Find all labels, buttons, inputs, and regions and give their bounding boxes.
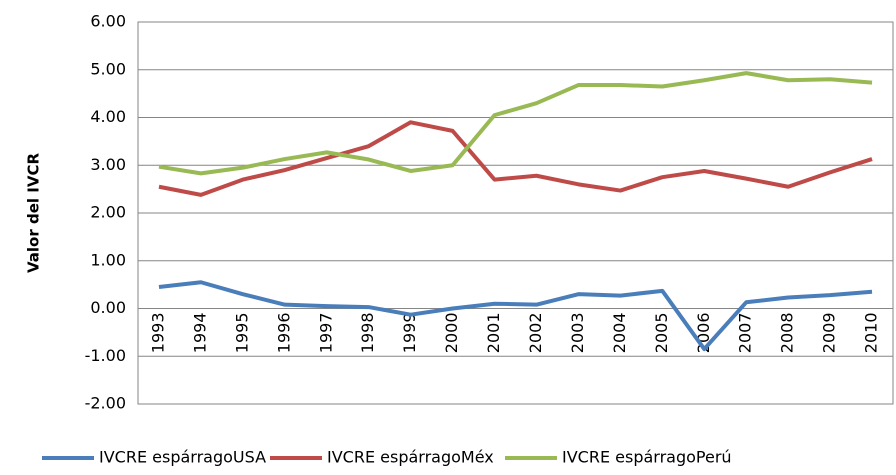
legend-label: IVCRE espárragoPerú xyxy=(562,448,732,467)
plot-border xyxy=(137,21,894,405)
x-tick-label: 2004 xyxy=(610,313,629,354)
y-tick-label: -1.00 xyxy=(85,346,126,365)
y-tick-label: 2.00 xyxy=(90,203,126,222)
x-tick-label: 2003 xyxy=(568,313,587,354)
y-tick-label: 0.00 xyxy=(90,298,126,317)
x-tick-label: 1993 xyxy=(148,313,167,354)
x-tick-label: 1997 xyxy=(316,313,335,354)
y-tick-label: 6.00 xyxy=(90,12,126,31)
legend-label: IVCRE espárragoMéx xyxy=(327,448,494,467)
y-tick-label: 5.00 xyxy=(90,59,126,78)
x-tick-label: 2001 xyxy=(484,313,503,354)
x-tick-label: 2007 xyxy=(736,313,755,354)
series-line xyxy=(158,71,873,176)
x-tick-label: 1995 xyxy=(232,313,251,354)
x-tick-label: 2010 xyxy=(862,313,881,354)
legend-label: IVCRE espárragoUSA xyxy=(99,448,266,467)
y-tick-label: 3.00 xyxy=(90,155,126,174)
y-axis-label: Valor del IVCR xyxy=(25,153,43,273)
x-tick-label: 1996 xyxy=(274,313,293,354)
x-tick-label: 2008 xyxy=(778,313,797,354)
x-tick-label: 1994 xyxy=(190,313,209,354)
series-line xyxy=(158,120,873,197)
y-tick-label: 4.00 xyxy=(90,107,126,126)
series-line xyxy=(158,280,873,352)
y-tick-label: -2.00 xyxy=(85,394,126,413)
x-tick-label: 2009 xyxy=(820,313,839,354)
x-tick-label: 2002 xyxy=(526,313,545,354)
x-tick-label: 2005 xyxy=(652,313,671,354)
x-tick-label: 1998 xyxy=(358,313,377,354)
x-tick-label: 1999 xyxy=(400,313,419,354)
y-tick-label: 1.00 xyxy=(90,250,126,269)
x-tick-label: 2000 xyxy=(442,313,461,354)
